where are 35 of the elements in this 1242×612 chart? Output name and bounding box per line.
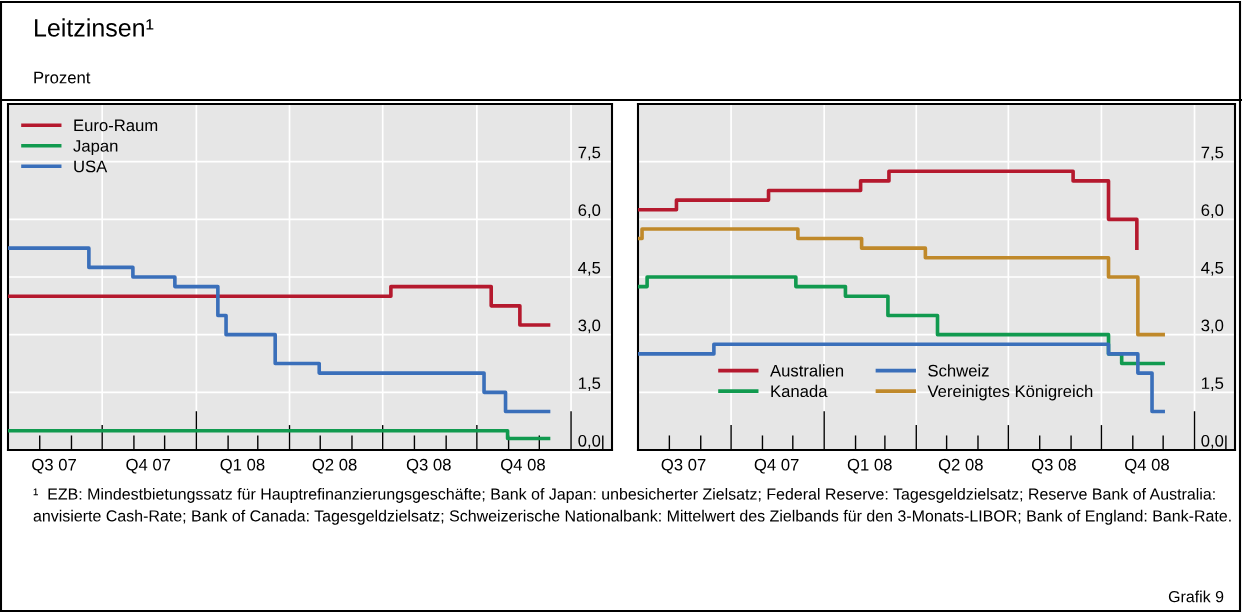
y-tick-label: 7,5 [578,146,601,161]
y-tick-label: 1,5 [1201,377,1224,392]
x-tick-label: Q4 07 [126,458,171,474]
legend-label: Euro-Raum [74,119,158,132]
x-tick-label: Q3 07 [661,458,706,474]
chart-subtitle: Prozent [34,71,91,84]
x-tick-label: Q3 08 [406,458,451,474]
y-tick-label: 4,5 [1201,262,1224,276]
x-tick-label: Q1 08 [220,458,265,474]
legend-label: Vereinigtes Königreich [927,384,1093,401]
x-tick-label: Q4 07 [754,458,799,474]
legend-label: Kanada [771,384,828,398]
y-tick-label: 3,0 [578,319,601,334]
chart-title: Leitzinsen¹ [35,18,154,37]
x-tick-label: Q4 08 [501,458,545,474]
y-tick-label: 1,5 [578,377,601,392]
y-tick-label: 7,5 [1201,146,1224,161]
x-tick-label: Q3 08 [1031,458,1076,474]
x-tick-label: Q1 08 [847,458,892,474]
y-tick-label: 6,0 [578,204,601,219]
x-tick-label: Q4 08 [1125,458,1169,474]
text: Grafik 9 [1168,590,1224,603]
y-tick-label: 6,0 [1201,204,1224,219]
y-tick-label: 4,5 [578,262,601,276]
legend-label: Australien [770,364,844,377]
y-tick-label: 0,0 [578,434,601,449]
x-tick-label: Q2 08 [938,458,983,474]
y-tick-label: 3,0 [1201,319,1224,334]
legend-label: Schweiz [928,364,989,377]
x-tick-label: Q3 07 [32,458,76,474]
y-tick-label: 0,0 [1201,434,1224,449]
x-tick-label: Q2 08 [312,458,357,474]
legend-label: Japan [73,140,118,156]
text: ¹ EZB: Mindestbietungssatz für Hauptrefinanzierungsgeschäfte; Bank of Japan: unbesicherter Zielsatz; Federal Reserve: Tagesgeldzielsatz; Reserve Bank of Australia: anvisierte Cash-Rate; Bank of Canada: Tagesgeldzielsatz; Schweizerische Nationalbank: Mittelwert des Zielbands für den 3-Monats-LIBOR; Bank of England: Bank-Rate. [33,488,1231,525]
legend-label: USA [74,160,108,173]
